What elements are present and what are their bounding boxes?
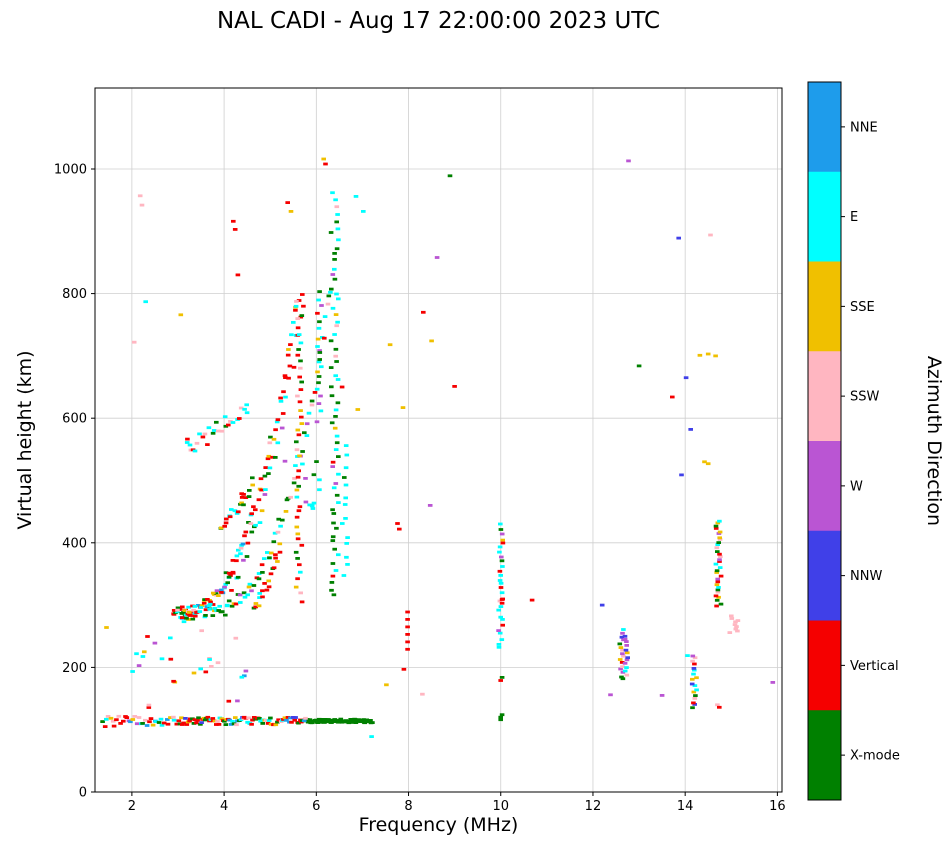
svg-text:12: 12 xyxy=(585,799,602,814)
colorbar-block-NNE xyxy=(808,82,841,173)
svg-text:SSE: SSE xyxy=(850,300,875,315)
svg-text:400: 400 xyxy=(62,536,87,551)
x-axis-label: Frequency (MHz) xyxy=(358,814,519,836)
svg-text:X-mode: X-mode xyxy=(850,749,900,764)
svg-text:200: 200 xyxy=(62,661,87,676)
svg-text:10: 10 xyxy=(492,799,509,814)
colorbar: NNE E SSE SSW W NNW Vertical X-mode xyxy=(807,81,900,801)
svg-text:6: 6 xyxy=(312,799,320,814)
svg-text:W: W xyxy=(850,479,863,494)
svg-text:NNE: NNE xyxy=(850,120,878,135)
svg-text:Vertical: Vertical xyxy=(850,659,899,674)
svg-text:800: 800 xyxy=(62,287,87,302)
svg-text:2: 2 xyxy=(128,799,136,814)
svg-text:NNW: NNW xyxy=(850,569,882,584)
svg-text:14: 14 xyxy=(677,799,694,814)
colorbar-block-W xyxy=(808,441,841,532)
colorbar-block-Vertical xyxy=(808,620,841,711)
colorbar-block-SSW xyxy=(808,351,841,442)
grid-lines xyxy=(95,88,782,793)
colorbar-block-SSE xyxy=(808,261,841,352)
svg-text:E: E xyxy=(850,210,858,225)
colorbar-block-X-mode xyxy=(808,710,841,801)
chart-title: NAL CADI - Aug 17 22:00:00 2023 UTC xyxy=(216,8,661,34)
svg-text:16: 16 xyxy=(769,799,786,814)
svg-text:4: 4 xyxy=(220,799,228,814)
svg-text:8: 8 xyxy=(404,799,412,814)
svg-text:SSW: SSW xyxy=(850,390,880,405)
x-tick-labels: 2 4 6 8 10 12 14 16 xyxy=(128,799,786,814)
y-tick-labels: 0 200 400 600 800 1000 xyxy=(54,162,87,800)
svg-text:0: 0 xyxy=(79,786,87,801)
scatter-points xyxy=(100,157,776,738)
colorbar-block-E xyxy=(808,171,841,262)
svg-text:600: 600 xyxy=(62,412,87,427)
svg-text:1000: 1000 xyxy=(54,162,87,177)
axes xyxy=(91,87,783,796)
colorbar-block-NNW xyxy=(808,530,841,621)
